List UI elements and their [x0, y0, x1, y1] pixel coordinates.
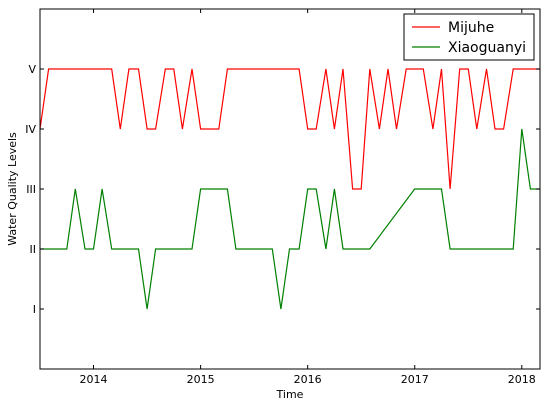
legend: Mijuhe Xiaoguanyi: [403, 13, 535, 61]
legend-label-xiaoguanyi: Xiaoguanyi: [448, 40, 526, 56]
y-tick-label: IV: [25, 123, 36, 136]
y-axis-label: Water Quality Levels: [6, 132, 19, 246]
x-tick-label: 2016: [294, 373, 322, 386]
x-tick-label: 2017: [401, 373, 429, 386]
legend-label-mijuhe: Mijuhe: [448, 20, 494, 36]
y-tick-label: III: [26, 183, 36, 196]
x-tick-label: 2014: [80, 373, 108, 386]
series-lines: [39, 68, 540, 310]
x-tick-label: 2018: [508, 373, 536, 386]
series-line-xiaoguanyi: [40, 128, 540, 310]
y-tick-label: I: [33, 303, 36, 316]
x-tick-label: 2015: [187, 373, 215, 386]
y-tick-label: II: [30, 243, 37, 256]
legend-box: [403, 13, 535, 61]
series-line-mijuhe: [39, 68, 540, 190]
y-tick-label: V: [28, 63, 36, 76]
x-axis-label: Time: [276, 388, 304, 401]
plot-frame: [39, 8, 541, 370]
